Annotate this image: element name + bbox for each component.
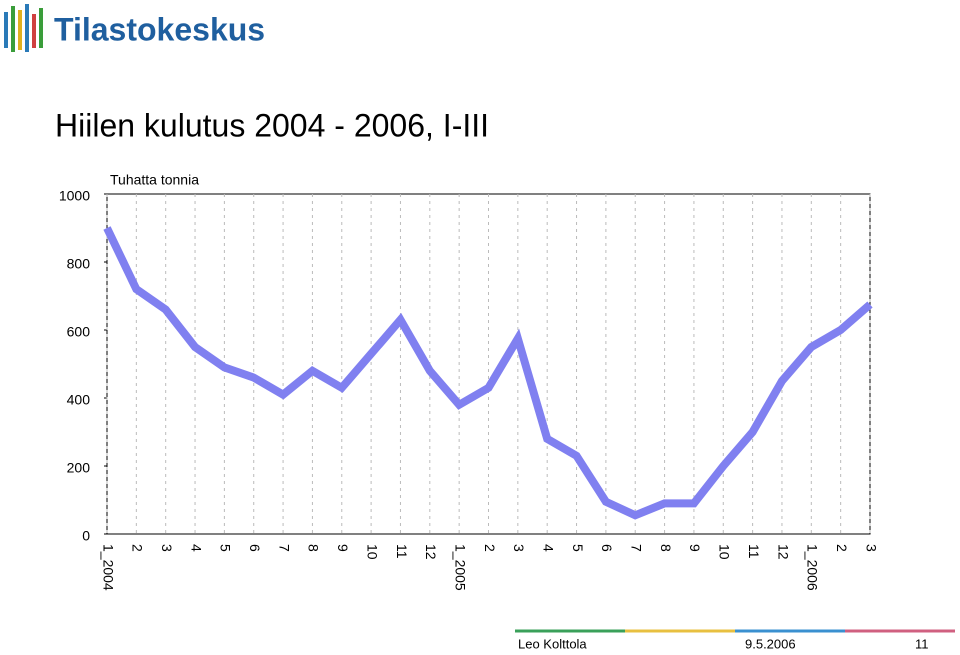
- x-tick-label: 5: [570, 544, 586, 552]
- y-tick-label: 800: [67, 256, 91, 272]
- footer: Leo Kolttola 9.5.2006 11: [515, 629, 955, 651]
- footer-date: 9.5.2006: [745, 636, 796, 650]
- x-tick-label: 1_2004: [100, 544, 116, 591]
- x-tick-label: 5: [218, 544, 234, 552]
- x-tick-label: 3: [863, 544, 879, 552]
- data-line: [103, 226, 873, 520]
- x-tick-label: 10: [717, 544, 733, 560]
- x-tick-label: 3: [511, 544, 527, 552]
- x-tick-label: 9: [687, 544, 703, 552]
- y-axis-label: Tuhatta tonnia: [110, 172, 199, 188]
- x-tick-label: 11: [746, 544, 762, 559]
- y-tick-label: 200: [67, 460, 91, 476]
- x-tick-label: 2: [834, 544, 850, 552]
- y-tick-label: 400: [67, 392, 91, 408]
- x-tick-label: 11: [394, 544, 410, 559]
- x-tick-label: 8: [658, 544, 674, 552]
- x-tick-label: 7: [276, 544, 292, 552]
- x-tick-label: 4: [188, 544, 204, 552]
- x-tick-label: 8: [306, 544, 322, 552]
- y-tick-label: 1000: [59, 188, 90, 204]
- footer-author: Leo Kolttola: [518, 636, 587, 650]
- footer-page: 11: [915, 636, 929, 650]
- logo-icon: [4, 4, 43, 52]
- chart-title: Hiilen kulutus 2004 - 2006, I-III: [55, 107, 489, 143]
- x-tick-label: 12: [775, 544, 791, 560]
- x-tick-label: 4: [540, 544, 556, 552]
- x-tick-label: 10: [364, 544, 380, 560]
- x-tick-label: 6: [599, 544, 615, 552]
- x-tick-label: 9: [335, 544, 351, 552]
- x-tick-label: 12: [423, 544, 439, 560]
- x-tick-label: 7: [629, 544, 645, 552]
- y-tick-label: 600: [67, 324, 91, 340]
- x-tick-label: 3: [159, 544, 175, 552]
- x-tick-label: 2: [482, 544, 498, 552]
- x-tick-label: 1_2006: [805, 544, 821, 591]
- x-tick-label: 1_2005: [452, 544, 468, 591]
- logo-text: Tilastokeskus: [54, 11, 265, 47]
- x-tick-label: 2: [130, 544, 146, 552]
- x-tick-label: 6: [247, 544, 263, 552]
- y-tick-label: 0: [82, 528, 90, 544]
